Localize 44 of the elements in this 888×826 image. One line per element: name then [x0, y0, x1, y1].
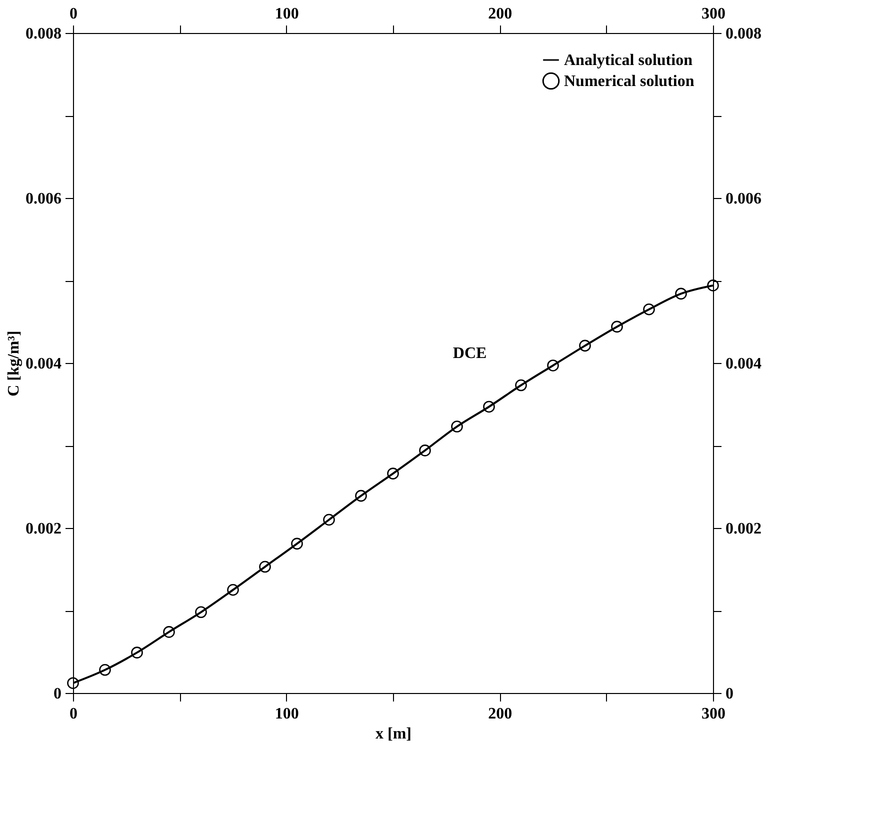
x-tick-label: 200 — [488, 6, 512, 22]
x-tick-label: 100 — [274, 6, 299, 22]
x2-tick-label: 100 — [274, 706, 299, 722]
legend-label: Numerical solution — [564, 73, 694, 90]
x-tick-label: 300 — [702, 6, 726, 22]
point — [227, 584, 239, 596]
point — [67, 677, 79, 689]
y-tick-label: 0.006 — [26, 190, 62, 208]
point — [483, 400, 495, 413]
y-tick-label: 0.004 — [26, 356, 62, 372]
y-tick-label: 0 — [54, 686, 62, 702]
point — [355, 490, 367, 502]
point — [259, 560, 271, 573]
x2-tick-label: 300 — [702, 706, 726, 722]
point — [387, 468, 399, 480]
point — [131, 646, 143, 658]
point — [419, 444, 431, 456]
y2-tick-label: 0 — [726, 686, 734, 702]
point — [515, 379, 527, 392]
point — [291, 538, 303, 550]
y2-tick-label: 0.002 — [726, 520, 762, 538]
point — [323, 514, 335, 526]
point — [547, 360, 559, 372]
x-axis-title: x [m] — [376, 726, 412, 742]
x2-tick-label: 200 — [488, 706, 512, 722]
y2-tick-label: 0.004 — [726, 356, 762, 372]
y2-tick-label: 0.008 — [726, 26, 762, 42]
y-axis-title: C [kg/m³] — [6, 330, 22, 396]
annotation: DCE — [452, 345, 487, 362]
x-tick-label: 0 — [70, 6, 78, 22]
point — [579, 340, 591, 352]
point — [195, 606, 207, 618]
y-tick-label: 0.008 — [26, 26, 62, 42]
point — [611, 320, 623, 333]
point — [451, 420, 463, 432]
point — [163, 626, 175, 638]
point — [643, 303, 655, 316]
point — [707, 280, 719, 292]
point — [99, 664, 111, 676]
x2-tick-label: 0 — [70, 706, 78, 722]
point — [675, 288, 687, 300]
legend-label: Analytical solution — [564, 52, 693, 69]
y2-tick-label: 0.006 — [726, 190, 762, 208]
y-tick-label: 0.002 — [26, 520, 62, 538]
